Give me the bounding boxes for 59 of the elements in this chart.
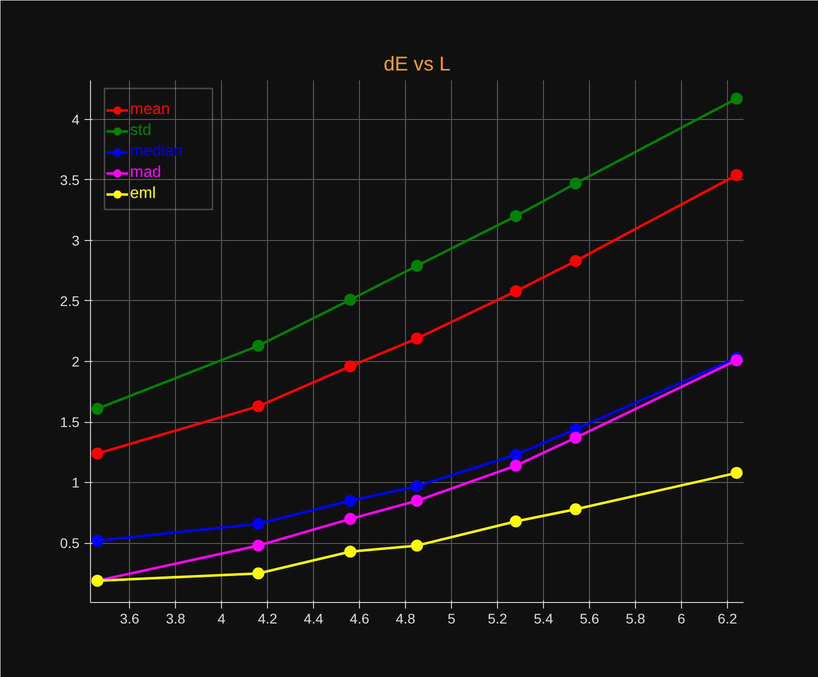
point [510,210,522,222]
x-tick-label: 6 [678,610,686,626]
point [411,332,423,344]
point [411,480,423,492]
point [91,402,104,415]
point [730,354,743,366]
legend-label: median [130,143,182,161]
point [344,512,356,525]
x-tick-label: 3.8 [166,610,186,626]
y-tick-label: 1.5 [60,414,80,430]
point [252,518,264,530]
legend-label: std [130,122,152,140]
x-tick-label: 5.6 [580,610,600,626]
point [252,340,264,352]
point [252,567,264,580]
y-tick-label: 1 [72,474,80,491]
x-tick-label: 4.4 [304,610,324,626]
point [570,254,582,267]
x-tick-label: 5.4 [534,610,554,626]
point [510,448,522,461]
point [344,294,356,306]
point [510,460,522,472]
y-tick-label: 2.5 [60,292,80,309]
point [510,285,522,298]
x-tick-label: 4.6 [350,610,370,626]
point [411,260,423,272]
x-tick-label: 5.8 [626,610,646,626]
y-tick-label: 4 [72,111,80,128]
point [252,540,264,552]
point [730,92,743,105]
point [730,168,743,181]
x-tick-label: 6.2 [718,610,738,626]
point [570,503,582,516]
point [91,448,104,460]
point [252,400,264,412]
legend-label: mean [130,101,170,119]
point [411,540,423,552]
point [730,466,743,479]
legend-label: eml [130,185,156,203]
legend-label: mad [130,164,162,182]
point [344,546,356,558]
x-tick-label: 5.2 [488,610,508,626]
point [344,494,356,507]
point [344,360,356,372]
y-tick-label: 0.5 [60,535,80,552]
point [510,515,522,528]
x-tick-label: 5 [448,610,456,626]
point [570,432,582,444]
y-tick-label: 3 [72,232,80,248]
y-tick-label: 3.5 [60,172,80,188]
point [570,177,582,190]
x-tick-label: 4 [218,610,226,626]
x-tick-label: 4.8 [396,610,416,626]
point [91,534,104,547]
x-tick-label: 3.6 [120,610,140,626]
x-tick-label: 4.2 [258,610,278,626]
chart-title: dE vs L [384,54,450,76]
point [411,494,423,507]
y-tick-label: 2 [72,353,80,370]
